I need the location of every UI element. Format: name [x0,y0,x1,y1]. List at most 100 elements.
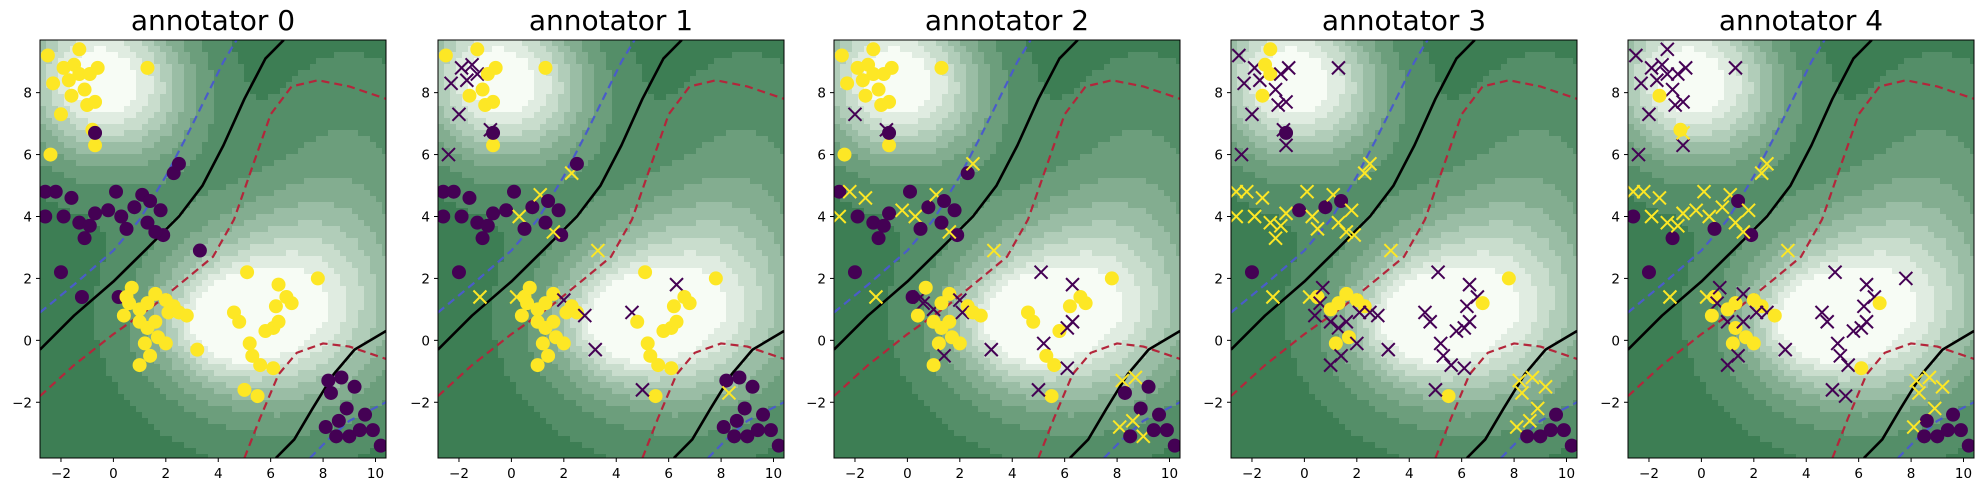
data-point [124,280,139,295]
mislabeled-point [1927,401,1942,416]
mislabeled-point [1231,184,1244,199]
data-point [538,215,553,230]
x-tick-label: 6 [1457,466,1466,482]
mislabeled-point [1859,277,1874,292]
data-point [973,308,988,323]
data-point [88,94,103,109]
mislabeled-point [1728,60,1743,76]
data-point [158,336,173,351]
data-point [486,94,501,109]
data-point [756,407,771,422]
data-point [1919,413,1934,428]
upper-bound-curve [1628,40,1826,314]
y-tick-label: 2 [421,271,430,287]
data-point [90,60,105,75]
data-point [952,336,967,351]
x-tick-label: 6 [664,466,673,482]
panel-2: annotator 2 −2 0 2 4 6 8 10 −2 0 2 4 6 8 [806,4,1181,482]
mislabeled-point [1236,76,1252,91]
mislabeled-point [1255,190,1270,206]
data-point [538,296,553,311]
x-tick-label: 4 [612,466,621,482]
data-point [53,107,68,122]
data-point [682,296,697,311]
data-point [1652,88,1667,103]
data-point [74,289,89,304]
data-point [648,389,663,404]
upper-bound-curve [40,40,238,314]
data-point [245,348,260,363]
x-tick-label: 4 [1802,466,1811,482]
data-point [271,314,286,329]
mislabeled-point [1349,336,1365,351]
mislabeled-point [1675,206,1691,221]
mislabeled-point [1702,209,1717,224]
data-point [1854,361,1869,376]
mislabeled-point [441,147,456,162]
mislabeled-point [1935,379,1950,394]
data-point [373,438,386,453]
mislabeled-point [464,57,480,72]
data-point [140,215,155,230]
data-point [1279,125,1294,140]
data-point [871,231,886,246]
boundary-upper-curve [1231,40,1476,351]
mislabeled-point [1383,243,1399,258]
data-point [1665,231,1680,246]
mislabeled-point [459,73,475,88]
mislabeled-point [1825,382,1840,398]
mislabeled-point [1115,373,1130,388]
mislabeled-point [1827,265,1843,280]
data-point [554,228,569,243]
data-point [72,67,87,82]
y-tick-label: 4 [817,209,826,225]
data-point [475,231,490,246]
lower-bound-2-curve [243,342,386,458]
data-point [64,88,79,103]
data-point [1146,423,1161,438]
axes-frame [1627,39,1975,459]
x-tick-label: 2 [956,466,965,482]
data-point [1704,308,1719,323]
data-point [1746,336,1761,351]
mislabeled-point [1436,348,1451,364]
data-point [137,336,152,351]
mislabeled-point [1631,147,1646,162]
boundary-upper-curve [834,40,1079,351]
mislabeled-point [1641,107,1657,122]
mislabeled-point [1273,66,1289,82]
data-point [1123,429,1138,444]
mislabeled-point [1263,215,1278,230]
data-point [1728,296,1743,311]
mislabeled-point [1331,215,1346,230]
data-point [1556,423,1571,438]
data-point [179,308,194,323]
mislabeled-point [1278,138,1294,153]
y-tick-label: 4 [421,209,430,225]
upper-bound-2-curve [1500,401,1577,458]
mislabeled-point [1720,357,1735,373]
upper-bound-curve [1231,40,1429,314]
mislabeled-point [1268,82,1283,97]
lower-bound-curve [40,79,386,397]
data-point [507,184,522,199]
data-point [438,48,453,63]
lower-bound-2-curve [1434,342,1577,458]
mislabeled-point [1512,373,1527,388]
mislabeled-point [1323,314,1338,329]
boundary-lower-curve [672,329,784,458]
mislabeled-point [834,209,847,224]
mislabeled-point [847,107,863,122]
mislabeled-point [955,305,970,320]
data-point [1310,289,1325,304]
data-point [116,308,131,323]
data-point [148,286,163,301]
mislabeled-point [1033,265,1049,280]
mislabeled-point [1665,82,1680,97]
mislabeled-point [1741,203,1756,218]
data-point [61,73,76,88]
data-point [56,209,71,224]
mislabeled-point [1331,320,1346,336]
upper-bound-2-curve [1897,401,1974,458]
mislabeled-point [1859,314,1874,329]
